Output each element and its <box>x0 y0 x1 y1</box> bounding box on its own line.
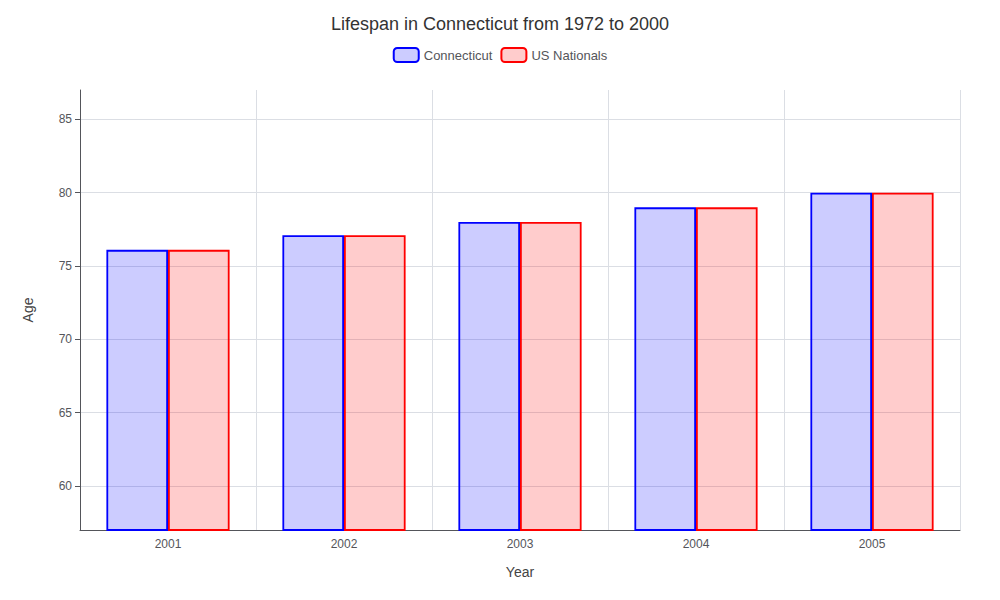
svg-text:70: 70 <box>59 332 73 346</box>
svg-text:2005: 2005 <box>859 537 886 551</box>
svg-text:2003: 2003 <box>507 537 534 551</box>
svg-text:US Nationals: US Nationals <box>531 48 607 63</box>
svg-text:Year: Year <box>506 564 535 580</box>
svg-text:2004: 2004 <box>683 537 710 551</box>
svg-text:Lifespan in Connecticut from 1: Lifespan in Connecticut from 1972 to 200… <box>331 14 669 34</box>
svg-text:Age: Age <box>20 297 36 322</box>
svg-text:80: 80 <box>59 186 73 200</box>
svg-text:2001: 2001 <box>155 537 182 551</box>
svg-text:Connecticut: Connecticut <box>424 48 493 63</box>
svg-text:75: 75 <box>59 259 73 273</box>
svg-text:2002: 2002 <box>331 537 358 551</box>
svg-text:60: 60 <box>59 479 73 493</box>
svg-text:85: 85 <box>59 112 73 126</box>
svg-text:65: 65 <box>59 406 73 420</box>
